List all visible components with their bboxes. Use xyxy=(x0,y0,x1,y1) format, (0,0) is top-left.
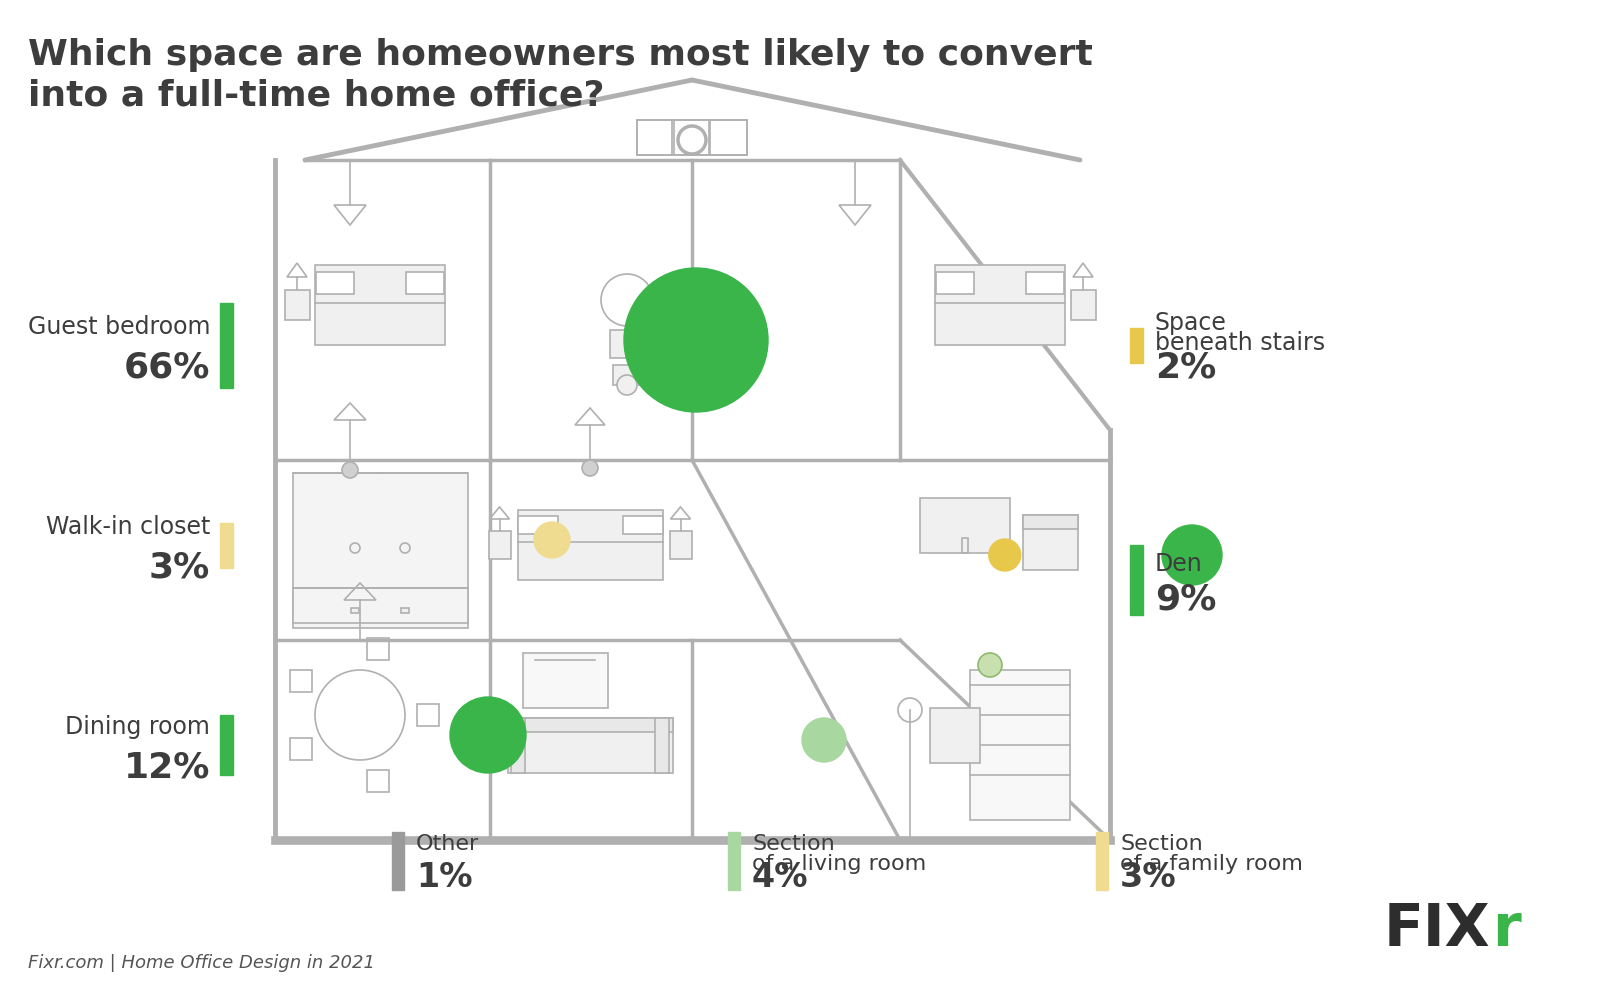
Bar xyxy=(930,708,979,762)
Bar xyxy=(613,365,642,385)
Text: Section: Section xyxy=(752,834,835,854)
Bar xyxy=(418,704,438,726)
Text: 1%: 1% xyxy=(416,861,472,894)
Bar xyxy=(637,120,672,155)
Circle shape xyxy=(342,462,358,478)
Text: Den: Den xyxy=(1155,552,1203,576)
Bar xyxy=(962,538,968,552)
Text: Guest bedroom: Guest bedroom xyxy=(27,315,210,339)
Text: 66%: 66% xyxy=(123,350,210,384)
Text: Which space are homeowners most likely to convert: Which space are homeowners most likely t… xyxy=(29,38,1093,72)
Bar xyxy=(1026,272,1064,294)
Text: r: r xyxy=(1491,901,1520,958)
Text: 2%: 2% xyxy=(1155,350,1216,384)
Circle shape xyxy=(802,718,846,762)
Bar xyxy=(1022,515,1077,529)
Text: Dining room: Dining room xyxy=(66,715,210,739)
Circle shape xyxy=(582,460,598,476)
Bar xyxy=(920,497,1010,552)
Bar xyxy=(406,272,445,294)
Bar xyxy=(936,272,974,294)
Bar xyxy=(402,607,410,612)
Bar xyxy=(290,738,312,760)
Bar xyxy=(1022,514,1077,570)
Bar xyxy=(674,120,709,155)
Bar xyxy=(366,638,389,660)
Bar xyxy=(637,120,747,155)
Text: FIX: FIX xyxy=(1384,901,1490,958)
Bar xyxy=(290,670,312,692)
Bar xyxy=(221,522,234,568)
Bar xyxy=(366,770,389,792)
Text: Walk-in closet: Walk-in closet xyxy=(46,515,210,539)
Bar xyxy=(350,607,358,612)
Bar xyxy=(523,652,608,708)
Bar xyxy=(293,587,467,622)
Circle shape xyxy=(534,522,570,558)
Bar xyxy=(517,510,662,580)
Circle shape xyxy=(989,539,1021,571)
Text: Space: Space xyxy=(1155,311,1227,335)
Text: 3%: 3% xyxy=(1120,861,1176,894)
Bar xyxy=(517,516,557,534)
Text: Section: Section xyxy=(1120,834,1203,854)
Bar xyxy=(507,718,672,772)
Circle shape xyxy=(624,268,768,412)
Bar xyxy=(669,531,691,559)
Text: of a living room: of a living room xyxy=(752,854,926,874)
Bar xyxy=(710,120,747,155)
Bar xyxy=(315,265,445,345)
Text: beneath stairs: beneath stairs xyxy=(1155,331,1325,355)
Text: into a full-time home office?: into a full-time home office? xyxy=(29,78,605,112)
Bar xyxy=(1096,832,1107,890)
Text: 3%: 3% xyxy=(149,550,210,584)
Text: 12%: 12% xyxy=(123,750,210,784)
Text: Fixr.com | Home Office Design in 2021: Fixr.com | Home Office Design in 2021 xyxy=(29,954,374,972)
Bar xyxy=(317,272,354,294)
Text: 9%: 9% xyxy=(1155,583,1216,617)
Text: of a family room: of a family room xyxy=(1120,854,1302,874)
Bar xyxy=(285,290,309,320)
Circle shape xyxy=(450,697,526,773)
Bar xyxy=(1070,290,1096,320)
Bar xyxy=(392,832,403,890)
Bar xyxy=(510,718,525,772)
Bar xyxy=(622,516,662,534)
Bar xyxy=(488,531,510,559)
Bar xyxy=(728,832,739,890)
Bar xyxy=(1130,545,1142,615)
Text: 4%: 4% xyxy=(752,861,808,894)
Bar xyxy=(293,473,467,628)
Circle shape xyxy=(978,653,1002,677)
Circle shape xyxy=(618,375,637,395)
Bar xyxy=(610,330,645,358)
Bar xyxy=(507,718,672,732)
Bar xyxy=(970,670,1070,820)
Bar xyxy=(654,718,669,772)
Bar xyxy=(934,265,1066,345)
Bar xyxy=(1130,328,1142,362)
Circle shape xyxy=(1162,525,1222,585)
Bar xyxy=(221,715,234,775)
Bar xyxy=(221,302,234,387)
Text: Other: Other xyxy=(416,834,480,854)
